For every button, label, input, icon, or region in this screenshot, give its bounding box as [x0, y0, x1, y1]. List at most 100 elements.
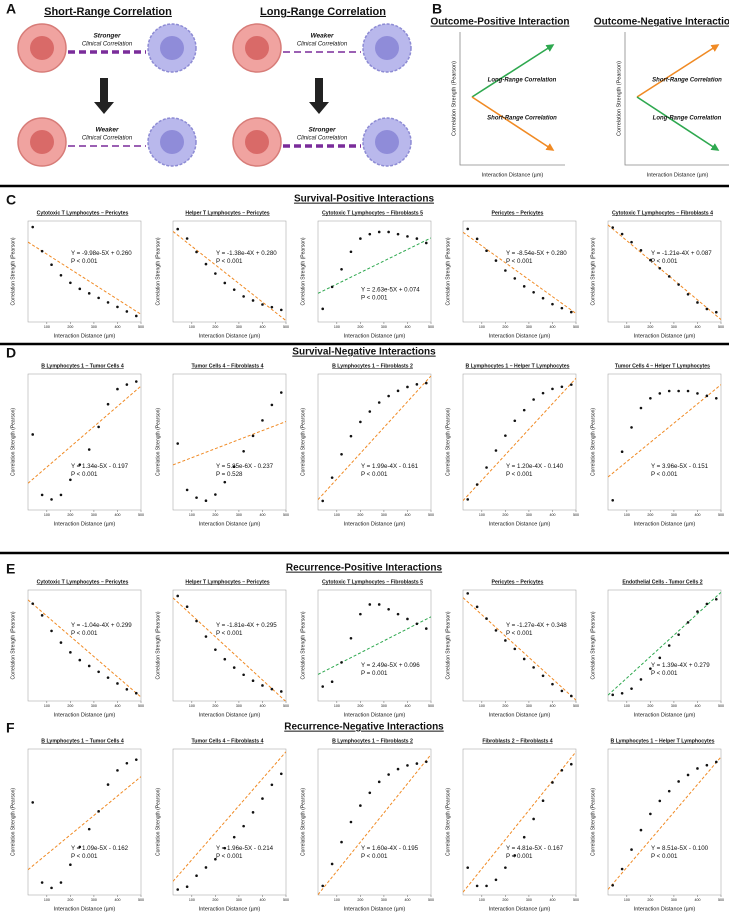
x-axis-label: Interaction Distance (µm) — [634, 333, 696, 339]
data-point — [714, 396, 718, 400]
data-point — [106, 676, 110, 679]
x-axis-label: Interaction Distance (µm) — [199, 712, 261, 718]
data-point — [639, 406, 643, 410]
x-tick-label: 500 — [718, 704, 724, 708]
x-tick-label: 300 — [91, 704, 97, 708]
data-point — [125, 761, 129, 765]
nucleus — [245, 36, 269, 60]
y-axis-label: Correlation Strength (Pearson) — [300, 788, 306, 856]
data-point — [504, 639, 507, 642]
data-point — [551, 781, 554, 784]
data-point — [40, 249, 44, 253]
data-point — [620, 232, 624, 236]
x-tick-label: 500 — [428, 513, 434, 517]
data-point — [321, 307, 325, 311]
trend-arrow — [471, 44, 555, 98]
x-tick-label: 200 — [67, 325, 73, 329]
data-point — [349, 250, 353, 254]
data-point — [494, 259, 498, 262]
panel-letter: B — [432, 1, 442, 17]
data-point — [261, 419, 264, 422]
data-point — [406, 764, 409, 767]
x-tick-label: 300 — [236, 704, 242, 708]
scatter-plot: Cytotoxic T Lymphocytes – Fibroblasts 5 C… — [300, 210, 434, 339]
data-point — [377, 603, 381, 606]
nucleus — [30, 130, 54, 154]
plot-frame — [27, 748, 142, 896]
panel-letter: A — [6, 1, 16, 17]
plot-frame — [607, 373, 722, 511]
fit-equation: Y = 3.96e-5X - 0.151 — [651, 463, 709, 470]
data-point — [658, 266, 662, 270]
data-point — [59, 641, 63, 644]
fit-line — [318, 375, 431, 501]
data-point — [415, 237, 419, 240]
fit-line — [608, 591, 721, 696]
x-tick-label: 200 — [502, 898, 508, 902]
arrow-shaft — [100, 78, 108, 102]
x-tick-label: 400 — [404, 898, 410, 902]
strength-text: Clinical Correlation — [297, 42, 348, 48]
x-tick-label: 100 — [334, 704, 340, 708]
p-value: P < 0.001 — [506, 630, 533, 637]
data-point — [87, 292, 91, 295]
fit-equation: Y = -1.27e-4X + 0.348 — [506, 622, 567, 629]
trend-label: Long-Range Correlation — [488, 78, 557, 84]
p-value: P < 0.001 — [216, 630, 243, 637]
data-point — [214, 493, 217, 496]
p-value: P < 0.001 — [71, 853, 98, 860]
plot-frame — [317, 589, 432, 702]
data-point — [485, 884, 488, 888]
plot-frame — [462, 748, 577, 896]
data-point — [686, 773, 690, 777]
data-point — [176, 888, 180, 891]
x-tick-label: 400 — [114, 325, 120, 329]
data-point — [377, 401, 381, 404]
fit-line — [608, 756, 721, 890]
p-value: P < 0.001 — [506, 258, 533, 265]
x-tick-label: 500 — [428, 704, 434, 708]
data-point — [658, 392, 662, 395]
x-tick-label: 400 — [114, 898, 120, 902]
data-point — [78, 658, 82, 662]
x-tick-label: 200 — [67, 513, 73, 517]
data-point — [279, 308, 283, 312]
x-axis-label: Interaction Distance (µm) — [199, 521, 261, 527]
p-value: P < 0.001 — [71, 471, 98, 478]
data-point — [349, 434, 353, 438]
data-point — [494, 449, 498, 452]
plot-title: Pericytes – Pericytes — [492, 210, 544, 216]
strength-text: Clinical Correlation — [82, 42, 133, 48]
data-point — [340, 453, 343, 456]
data-point — [406, 385, 409, 389]
data-point — [485, 249, 488, 253]
scatter-plot: B Lymphocytes 1 – Helper T Lymphocytes Co… — [590, 738, 724, 912]
scatter-plot: Cytotoxic T Lymphocytes – Fibroblasts 5 C… — [300, 579, 434, 718]
data-point — [330, 285, 334, 289]
x-tick-label: 200 — [357, 704, 363, 708]
y-axis-label: Correlation Strength (Pearson) — [300, 611, 306, 679]
plot-frame — [172, 589, 287, 702]
x-tick-label: 400 — [114, 704, 120, 708]
y-axis-label: Correlation Strength (Pearson) — [300, 237, 306, 305]
section-title: Survival-Positive Interactions — [294, 194, 434, 205]
x-tick-label: 100 — [44, 704, 50, 708]
data-point — [620, 450, 624, 454]
scatter-plot: Cytotoxic T Lymphocytes – Fibroblasts 4 C… — [590, 210, 724, 339]
x-tick-label: 200 — [212, 898, 218, 902]
p-value: P < 0.001 — [651, 471, 678, 478]
data-point — [116, 682, 119, 685]
x-tick-label: 100 — [334, 898, 340, 902]
fit-line — [318, 237, 431, 294]
x-axis-label: Interaction Distance (µm) — [634, 521, 696, 527]
strength-text: Clinical Correlation — [82, 136, 133, 142]
x-tick-label: 300 — [526, 704, 532, 708]
scatter-plot: B Lymphocytes 1 – Tumor Cells 4 Correlati… — [10, 363, 144, 527]
section-title: Recurrence-Positive Interactions — [286, 563, 443, 574]
data-point — [340, 268, 343, 271]
y-axis-label: Correlation Strength (Pearson) — [10, 788, 16, 856]
x-tick-label: 200 — [212, 325, 218, 329]
x-tick-label: 300 — [381, 704, 387, 708]
fit-line — [463, 377, 576, 501]
data-point — [78, 463, 82, 466]
